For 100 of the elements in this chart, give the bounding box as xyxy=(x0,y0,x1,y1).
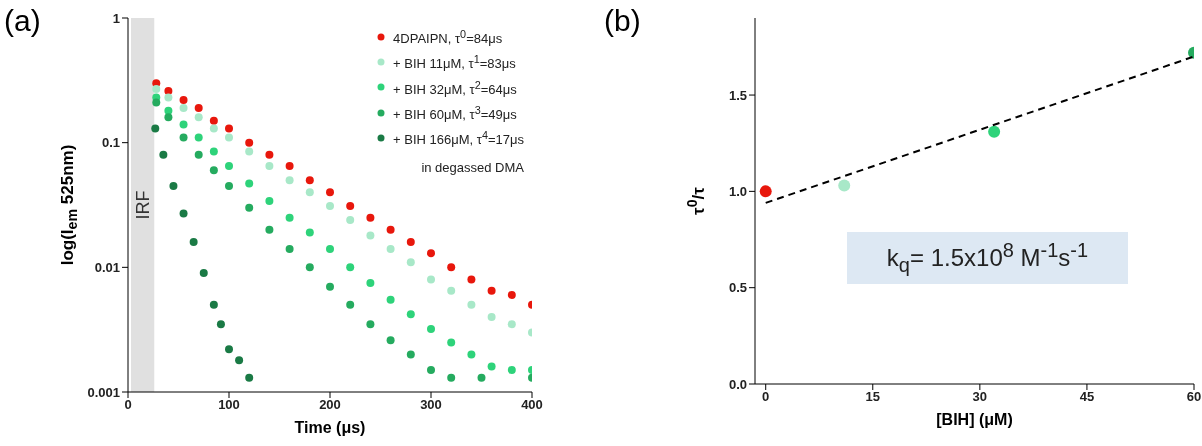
point xyxy=(209,124,218,133)
point xyxy=(305,176,314,185)
point xyxy=(152,98,161,107)
point xyxy=(406,258,415,267)
point xyxy=(179,120,188,129)
point xyxy=(759,185,772,198)
point xyxy=(245,203,254,212)
x-axis-title: [BIH] (μM) xyxy=(936,411,1013,428)
y-tick-label: 1.0 xyxy=(728,183,747,199)
point xyxy=(225,345,233,354)
point xyxy=(427,325,435,334)
point xyxy=(209,116,218,125)
point xyxy=(179,133,188,142)
point xyxy=(467,300,476,309)
point xyxy=(487,312,496,321)
point xyxy=(326,245,334,254)
point xyxy=(194,113,203,122)
point xyxy=(346,202,355,211)
point xyxy=(427,275,435,284)
point xyxy=(406,237,415,246)
y-tick-label: 0.1 xyxy=(101,135,120,151)
point xyxy=(305,263,314,272)
point xyxy=(988,125,1001,138)
point xyxy=(285,161,294,170)
point xyxy=(427,366,435,375)
y-tick-label: 0.001 xyxy=(87,384,120,400)
point xyxy=(507,320,516,329)
x-tick-label: 400 xyxy=(521,397,543,413)
y-tick-label: 0.5 xyxy=(728,280,747,296)
point xyxy=(447,263,456,272)
annotation: k$_{q}$= 1.5x10$^{8}$ M$^{-1}$s$^{-1}$ xyxy=(886,239,1089,277)
x-tick-label: 200 xyxy=(319,397,341,413)
annotation: in degassed DMA xyxy=(421,160,524,175)
point xyxy=(164,86,173,95)
point xyxy=(477,373,486,382)
point xyxy=(507,290,516,299)
point xyxy=(245,179,254,188)
point xyxy=(326,282,334,291)
y-tick-label: 1.5 xyxy=(728,87,747,103)
point xyxy=(159,150,168,159)
point xyxy=(346,215,355,224)
point xyxy=(152,84,161,93)
chart-title: (b) xyxy=(604,4,641,37)
point xyxy=(194,133,203,142)
point xyxy=(346,263,355,272)
point xyxy=(386,295,395,304)
y-tick-label: 0.0 xyxy=(728,376,747,392)
point xyxy=(447,373,456,382)
point xyxy=(245,138,254,147)
point xyxy=(194,103,203,112)
x-tick-label: 0 xyxy=(124,397,132,413)
point xyxy=(285,213,294,222)
y-tick-label: 0.01 xyxy=(94,259,120,275)
point xyxy=(225,124,233,133)
y-tick-label: 1 xyxy=(112,10,120,26)
x-tick-label: 60 xyxy=(1186,389,1202,405)
point xyxy=(265,225,274,234)
legend-label: + BIH 166μM, τ$^{4}$=17μs xyxy=(393,128,524,150)
point xyxy=(326,188,334,197)
point xyxy=(189,237,198,246)
point xyxy=(179,103,188,112)
legend-label: + BIH 60μM, τ$^{3}$=49μs xyxy=(393,103,517,125)
point xyxy=(265,150,274,159)
point xyxy=(225,181,233,190)
point xyxy=(305,188,314,197)
point xyxy=(305,228,314,237)
point xyxy=(447,286,456,295)
point xyxy=(447,338,456,347)
x-axis-title: Time (μs) xyxy=(294,419,366,436)
point xyxy=(386,336,395,345)
point xyxy=(169,181,178,190)
point xyxy=(151,124,160,133)
point xyxy=(194,150,203,159)
point xyxy=(427,249,435,258)
point xyxy=(386,225,395,234)
point xyxy=(507,366,516,375)
point xyxy=(366,213,375,222)
point xyxy=(225,161,233,170)
x-tick-label: 45 xyxy=(1079,389,1095,405)
point xyxy=(265,161,274,170)
chart-title: (a) xyxy=(4,4,41,37)
point xyxy=(225,133,233,142)
point xyxy=(487,362,496,371)
point xyxy=(487,286,496,295)
x-tick-label: 100 xyxy=(218,397,240,413)
point xyxy=(245,373,254,382)
legend-label: 4DPAIPN, τ$^{0}$=84μs xyxy=(393,27,503,49)
legend-label: + BIH 32μM, τ$^{2}$=64μs xyxy=(393,77,517,99)
point xyxy=(245,147,254,156)
point xyxy=(179,209,188,218)
point xyxy=(285,176,294,185)
point xyxy=(209,166,218,175)
point xyxy=(366,278,375,287)
point xyxy=(285,245,294,254)
point xyxy=(386,245,395,254)
point xyxy=(467,350,476,359)
point xyxy=(164,113,173,122)
point xyxy=(164,93,173,102)
point xyxy=(326,202,334,211)
point xyxy=(467,275,476,284)
